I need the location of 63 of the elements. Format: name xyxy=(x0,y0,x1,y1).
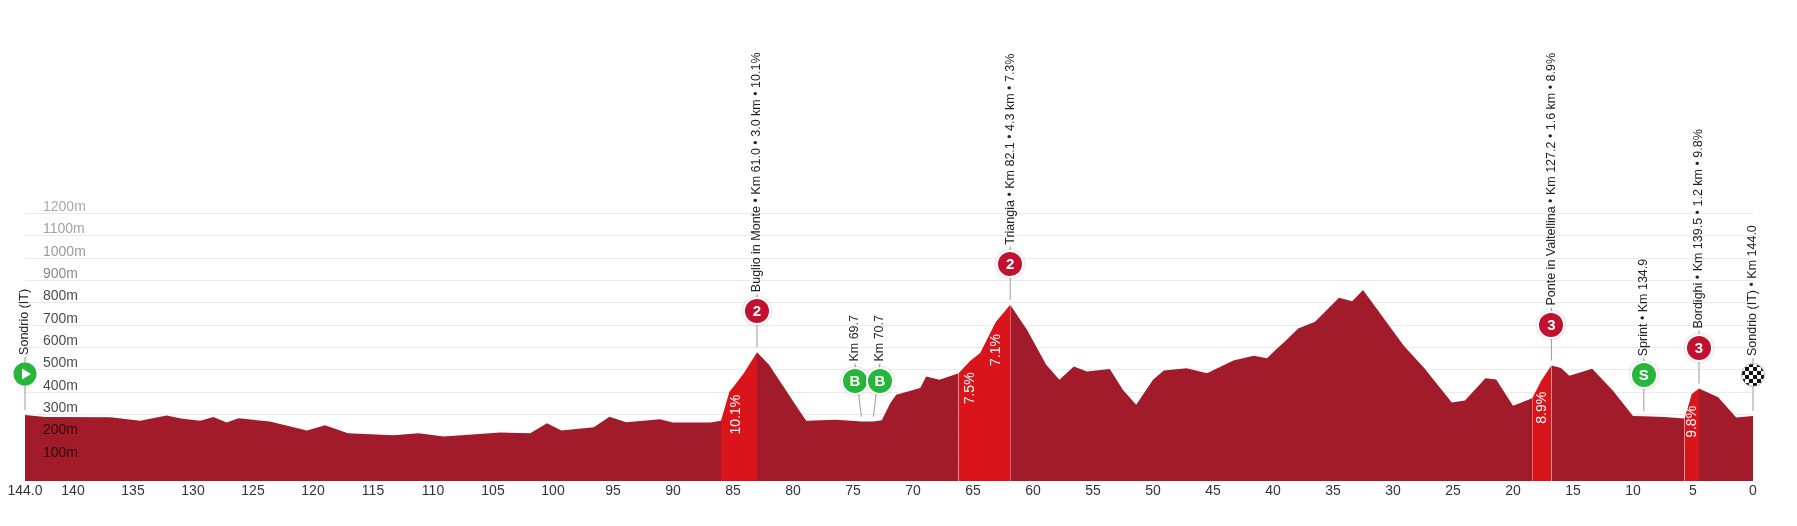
x-tick-label: 30 xyxy=(1385,482,1401,499)
x-tick-label: 105 xyxy=(481,482,505,499)
badge: B xyxy=(867,368,892,393)
y-tick-label: 200m xyxy=(43,421,79,438)
x-tick-label: 45 xyxy=(1205,482,1221,499)
x-tick-label: 135 xyxy=(121,482,145,499)
x-tick-label: 100 xyxy=(541,482,565,499)
annotation: Km 69.7 xyxy=(847,314,862,362)
annotation: Sondrio (IT) • Km 144.0 xyxy=(1745,225,1760,357)
x-tick-label: 85 xyxy=(725,482,741,499)
y-tick-label: 400m xyxy=(43,376,79,393)
x-tick-label: 40 xyxy=(1265,482,1281,499)
annotation: Buglio in Monte • Km 61.0 • 3.0 km • 10.1% xyxy=(749,52,764,293)
x-tick-label: 90 xyxy=(665,482,681,499)
x-tick-label: 70 xyxy=(905,482,921,499)
annotation: Bordighi • Km 139.5 • 1.2 km • 9.8% xyxy=(1691,129,1706,329)
badge: 2 xyxy=(998,251,1023,276)
y-tick-label: 600m xyxy=(43,331,79,348)
y-tick-label: 900m xyxy=(43,264,79,281)
x-tick-label: 140 xyxy=(61,482,85,499)
annotation: Sondrio (IT) xyxy=(17,288,32,355)
x-tick-label: 15 xyxy=(1565,482,1581,499)
y-tick-label: 800m xyxy=(43,287,79,304)
annotation: 7.1% xyxy=(986,333,1003,366)
x-tick-label: 65 xyxy=(965,482,981,499)
badge: 3 xyxy=(1539,312,1564,337)
y-tick-label: 700m xyxy=(43,309,79,326)
x-tick-label: 110 xyxy=(421,482,445,499)
x-tick-label: 125 xyxy=(241,482,265,499)
x-tick-label: 35 xyxy=(1325,482,1341,499)
x-tick-label: 60 xyxy=(1025,482,1041,499)
badge: B xyxy=(842,368,867,393)
x-tick-label: 130 xyxy=(181,482,205,499)
x-tick-label: 0 xyxy=(1749,482,1758,499)
annotation: 9.8% xyxy=(1682,405,1699,438)
x-tick-label: 144.0 xyxy=(7,482,43,499)
x-tick-label: 5 xyxy=(1689,482,1698,499)
annotation: Ponte in Valtellina • Km 127.2 • 1.6 km • 8.9% xyxy=(1543,52,1558,306)
y-tick-label: 1200m xyxy=(43,197,86,214)
x-tick-label: 25 xyxy=(1445,482,1461,499)
annotation: Sprint • Km 134.9 xyxy=(1636,258,1651,357)
x-tick-label: 95 xyxy=(605,482,621,499)
y-tick-label: 1000m xyxy=(43,242,86,259)
x-tick-label: 20 xyxy=(1505,482,1521,499)
y-tick-label: 100m xyxy=(43,443,79,460)
x-tick-label: 120 xyxy=(301,482,325,499)
annotation: Triangia • Km 82.1 • 4.3 km • 7.3% xyxy=(1002,53,1017,245)
y-tick-label: 300m xyxy=(43,398,79,415)
x-tick-label: 75 xyxy=(845,482,861,499)
badge: 2 xyxy=(745,299,769,324)
x-tick-label: 50 xyxy=(1145,482,1161,499)
badge: S xyxy=(1631,363,1656,388)
y-tick-label: 1100m xyxy=(43,220,85,237)
x-tick-label: 10 xyxy=(1625,482,1641,499)
x-tick-label: 115 xyxy=(361,482,385,499)
annotation: 7.5% xyxy=(961,372,978,405)
y-tick-label: 500m xyxy=(43,354,79,371)
annotation: 8.9% xyxy=(1532,391,1549,424)
x-tick-label: 55 xyxy=(1085,482,1101,499)
annotation: Km 70.7 xyxy=(872,314,887,362)
badge: 3 xyxy=(1687,335,1711,360)
annotation: 10.1% xyxy=(727,394,744,435)
x-tick-label: 80 xyxy=(785,482,801,499)
